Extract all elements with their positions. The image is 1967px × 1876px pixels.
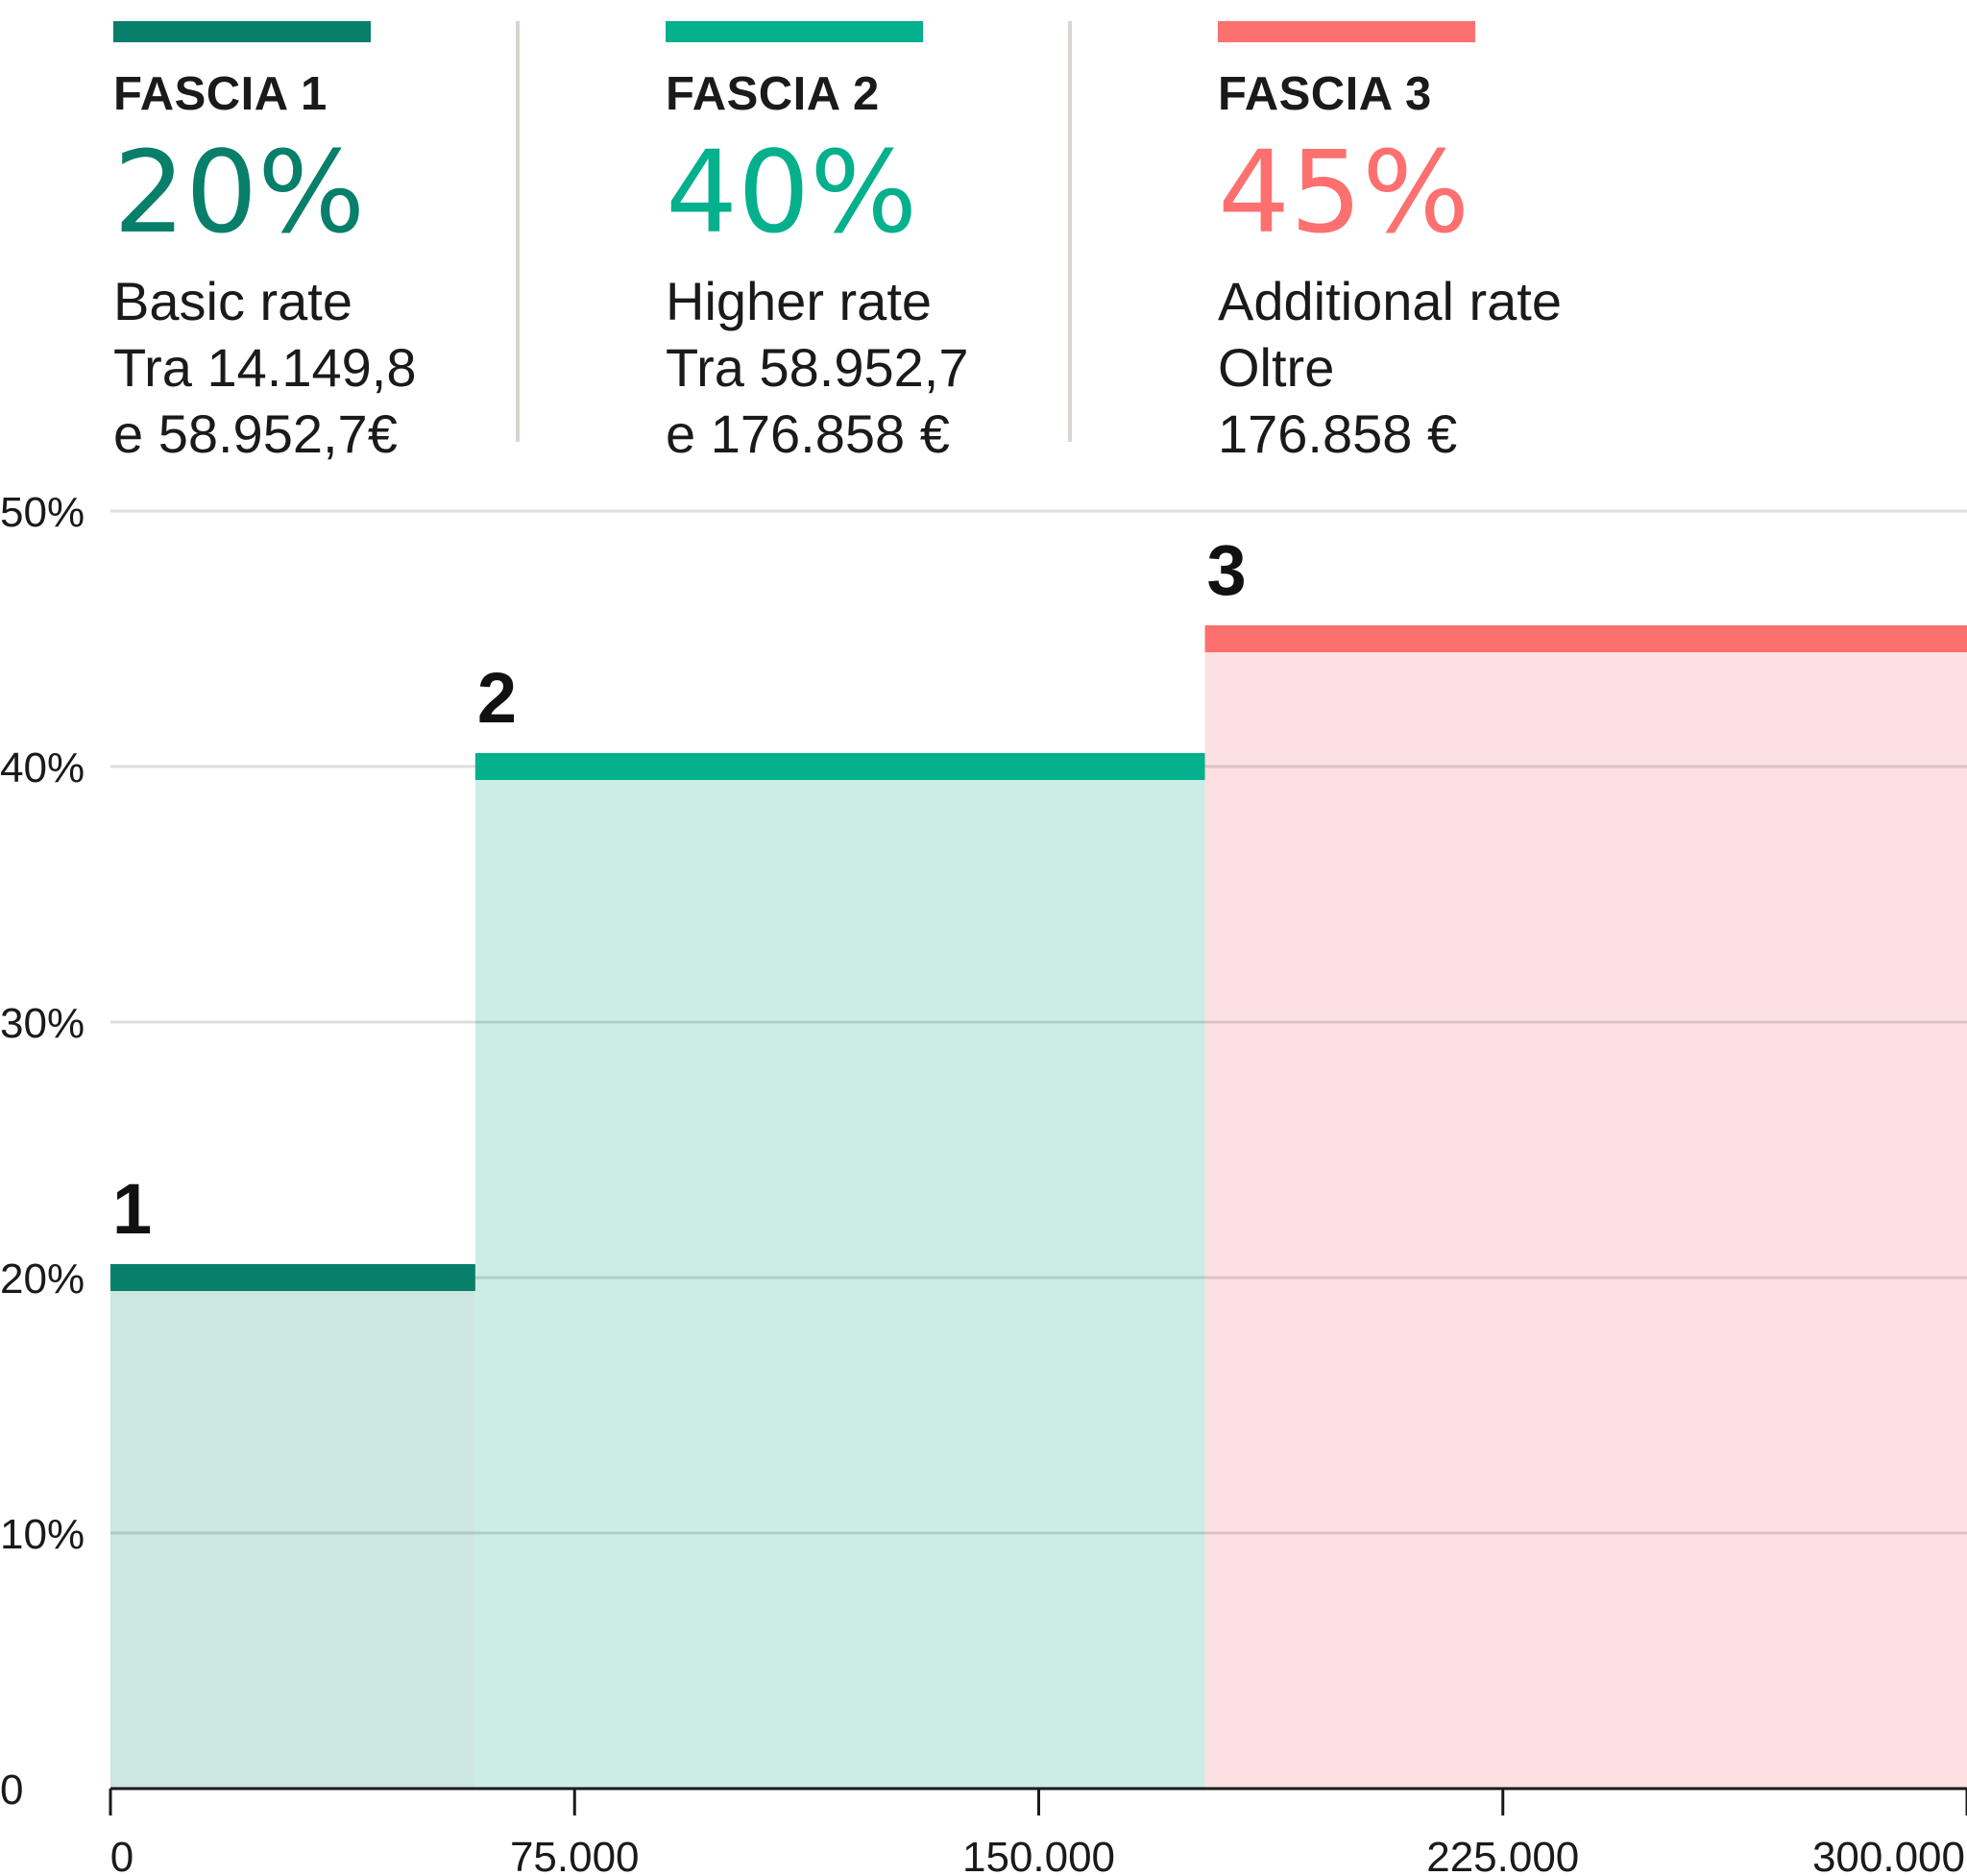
band-2-name: FASCIA 2 xyxy=(666,68,880,120)
x-tick-label: 75.000 xyxy=(510,1834,640,1876)
band-2-desc-line: Higher rate xyxy=(666,271,933,331)
x-tick-label: 225.000 xyxy=(1426,1834,1579,1876)
band-1-desc-line: e 58.952,7€ xyxy=(113,403,398,464)
legend-divider xyxy=(516,21,520,442)
y-tick-label: 0 xyxy=(0,1766,23,1814)
legend: FASCIA 1 20% Basic rate Tra 14.149,8 e 5… xyxy=(0,0,1967,464)
band-1-rate-line xyxy=(110,1264,475,1291)
band-3-desc-line: 176.858 € xyxy=(1218,403,1458,464)
band-2-area xyxy=(474,767,1205,1789)
band-2-desc-line: e 176.858 € xyxy=(666,403,950,464)
band-2-swatch xyxy=(666,21,923,42)
band-1-desc-line: Tra 14.149,8 xyxy=(113,337,417,398)
band-1-swatch xyxy=(113,21,371,42)
y-tick-label: 40% xyxy=(0,744,85,792)
y-tick-label: 20% xyxy=(0,1255,85,1303)
x-tick-label: 0 xyxy=(110,1834,134,1876)
band-3-legend: FASCIA 3 45% Additional rate Oltre 176.8… xyxy=(1218,21,1756,467)
band-3-label: 3 xyxy=(1207,530,1247,610)
band-1-name: FASCIA 1 xyxy=(113,68,328,120)
band-3-desc-line: Oltre xyxy=(1218,337,1335,398)
band-2-legend: FASCIA 2 40% Higher rate Tra 58.952,7 e … xyxy=(666,21,1203,467)
band-3-area xyxy=(1204,639,1967,1789)
band-3-name: FASCIA 3 xyxy=(1218,68,1432,120)
band-1-area xyxy=(110,1278,475,1789)
y-tick-label: 10% xyxy=(0,1511,85,1558)
x-tick-label: 150.000 xyxy=(962,1834,1115,1876)
band-1-label: 1 xyxy=(112,1169,152,1249)
band-3-rate-line xyxy=(1204,625,1967,652)
band-3-swatch xyxy=(1218,21,1475,42)
band-2-rate: 40% xyxy=(666,126,918,258)
band-2-description: Higher rate Tra 58.952,7 e 176.858 € xyxy=(666,268,1203,467)
band-1-description: Basic rate Tra 14.149,8 e 58.952,7€ xyxy=(113,268,651,467)
band-2-rate-line xyxy=(474,753,1205,780)
band-3-desc-line: Additional rate xyxy=(1218,271,1563,331)
band-3-description: Additional rate Oltre 176.858 € xyxy=(1218,268,1756,467)
band-3-rate: 45% xyxy=(1218,126,1470,258)
band-1-desc-line: Basic rate xyxy=(113,271,352,331)
legend-divider xyxy=(1068,21,1072,442)
y-tick-label: 30% xyxy=(0,1000,85,1047)
y-tick-label: 50% xyxy=(0,489,85,536)
x-tick-label: 300.000 xyxy=(1812,1834,1965,1876)
band-1-legend: FASCIA 1 20% Basic rate Tra 14.149,8 e 5… xyxy=(113,21,651,467)
band-2-label: 2 xyxy=(477,658,517,738)
band-2-desc-line: Tra 58.952,7 xyxy=(666,337,969,398)
band-1-rate: 20% xyxy=(113,126,366,258)
